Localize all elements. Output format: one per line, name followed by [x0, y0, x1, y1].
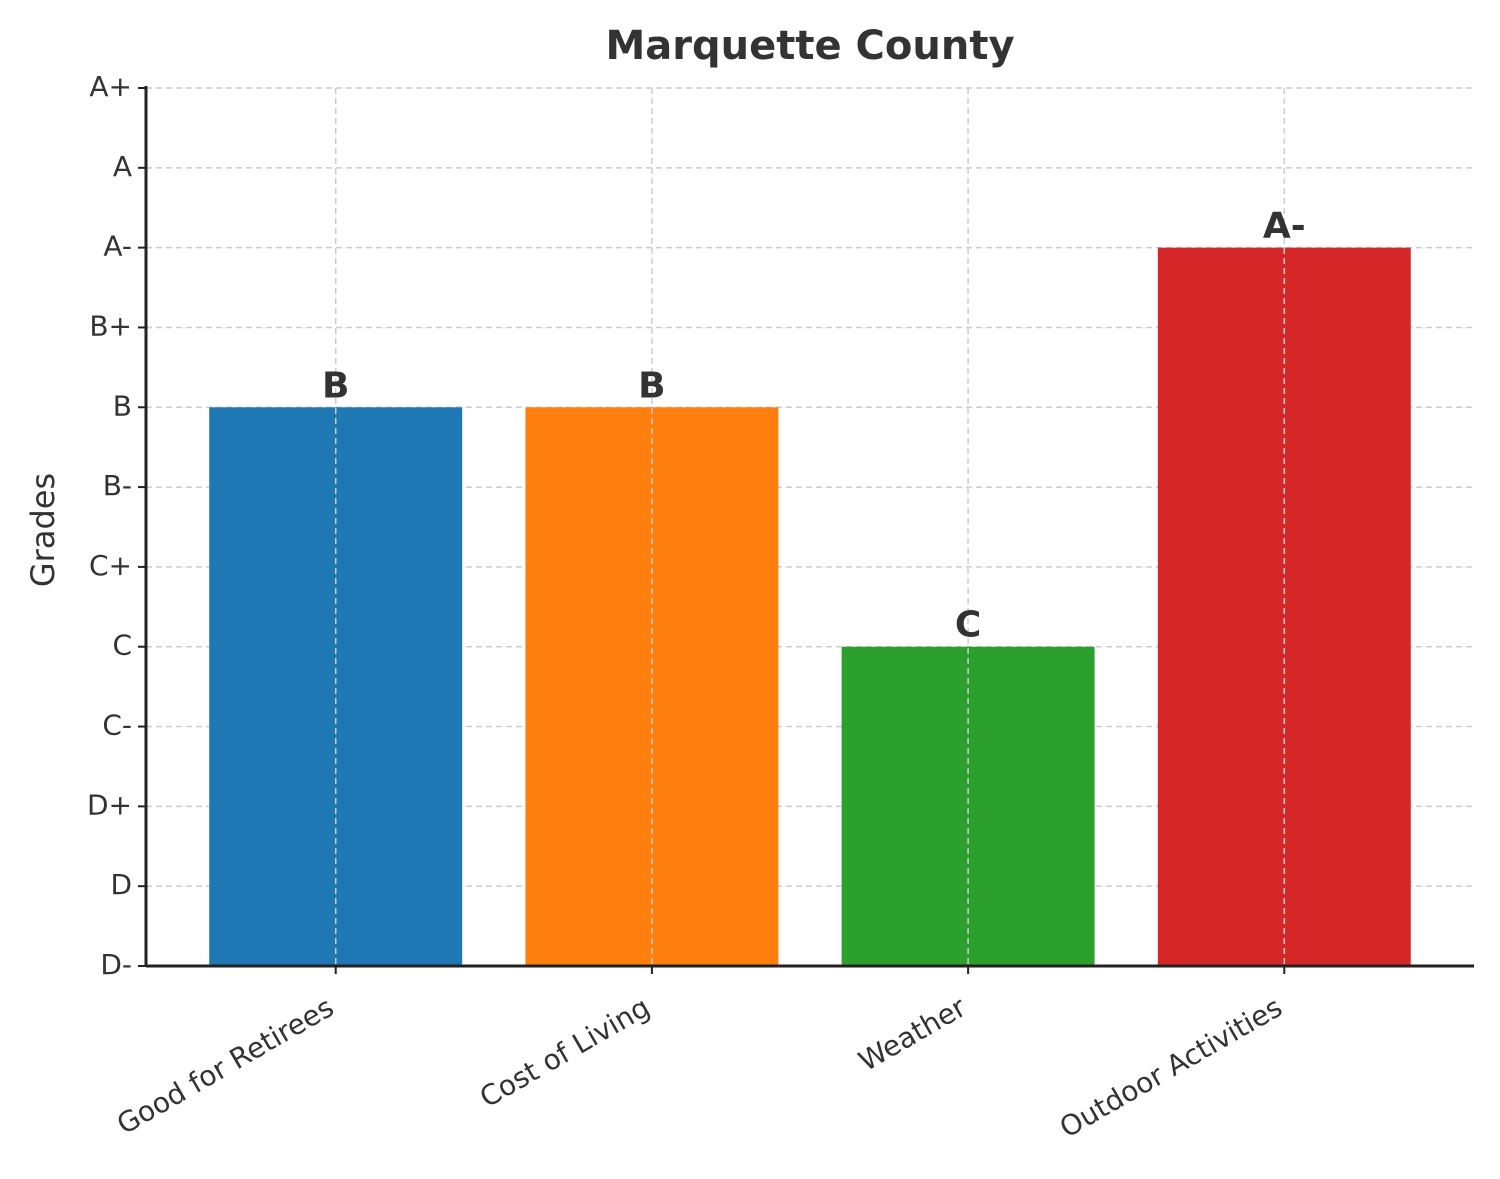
y-tick-label: D+ — [87, 788, 132, 821]
x-tick-label: Weather — [853, 990, 972, 1078]
value-label: A- — [1263, 206, 1306, 247]
y-tick-label: D — [110, 868, 132, 901]
value-label: B — [638, 365, 665, 406]
y-tick-label: A+ — [89, 70, 132, 103]
chart-title: Marquette County — [605, 23, 1014, 69]
value-label: C — [955, 605, 981, 646]
y-tick-label: A — [113, 150, 132, 183]
y-axis-label: Grades — [24, 473, 62, 587]
x-tick-label: Good for Retirees — [111, 990, 339, 1141]
value-label: B — [322, 365, 349, 406]
y-tick-label: B- — [103, 469, 132, 502]
y-tick-label: B — [113, 389, 132, 422]
x-tick-label: Outdoor Activities — [1054, 990, 1288, 1144]
bar — [1157, 247, 1411, 967]
y-tick-label: C+ — [89, 549, 132, 582]
y-tick-label: A- — [103, 230, 132, 263]
y-tick-label: D- — [100, 948, 132, 981]
y-tick-label: C- — [102, 709, 132, 742]
y-tick-label: B+ — [89, 309, 132, 342]
x-tick-label: Cost of Living — [474, 990, 655, 1114]
y-tick-label: C — [112, 629, 132, 662]
